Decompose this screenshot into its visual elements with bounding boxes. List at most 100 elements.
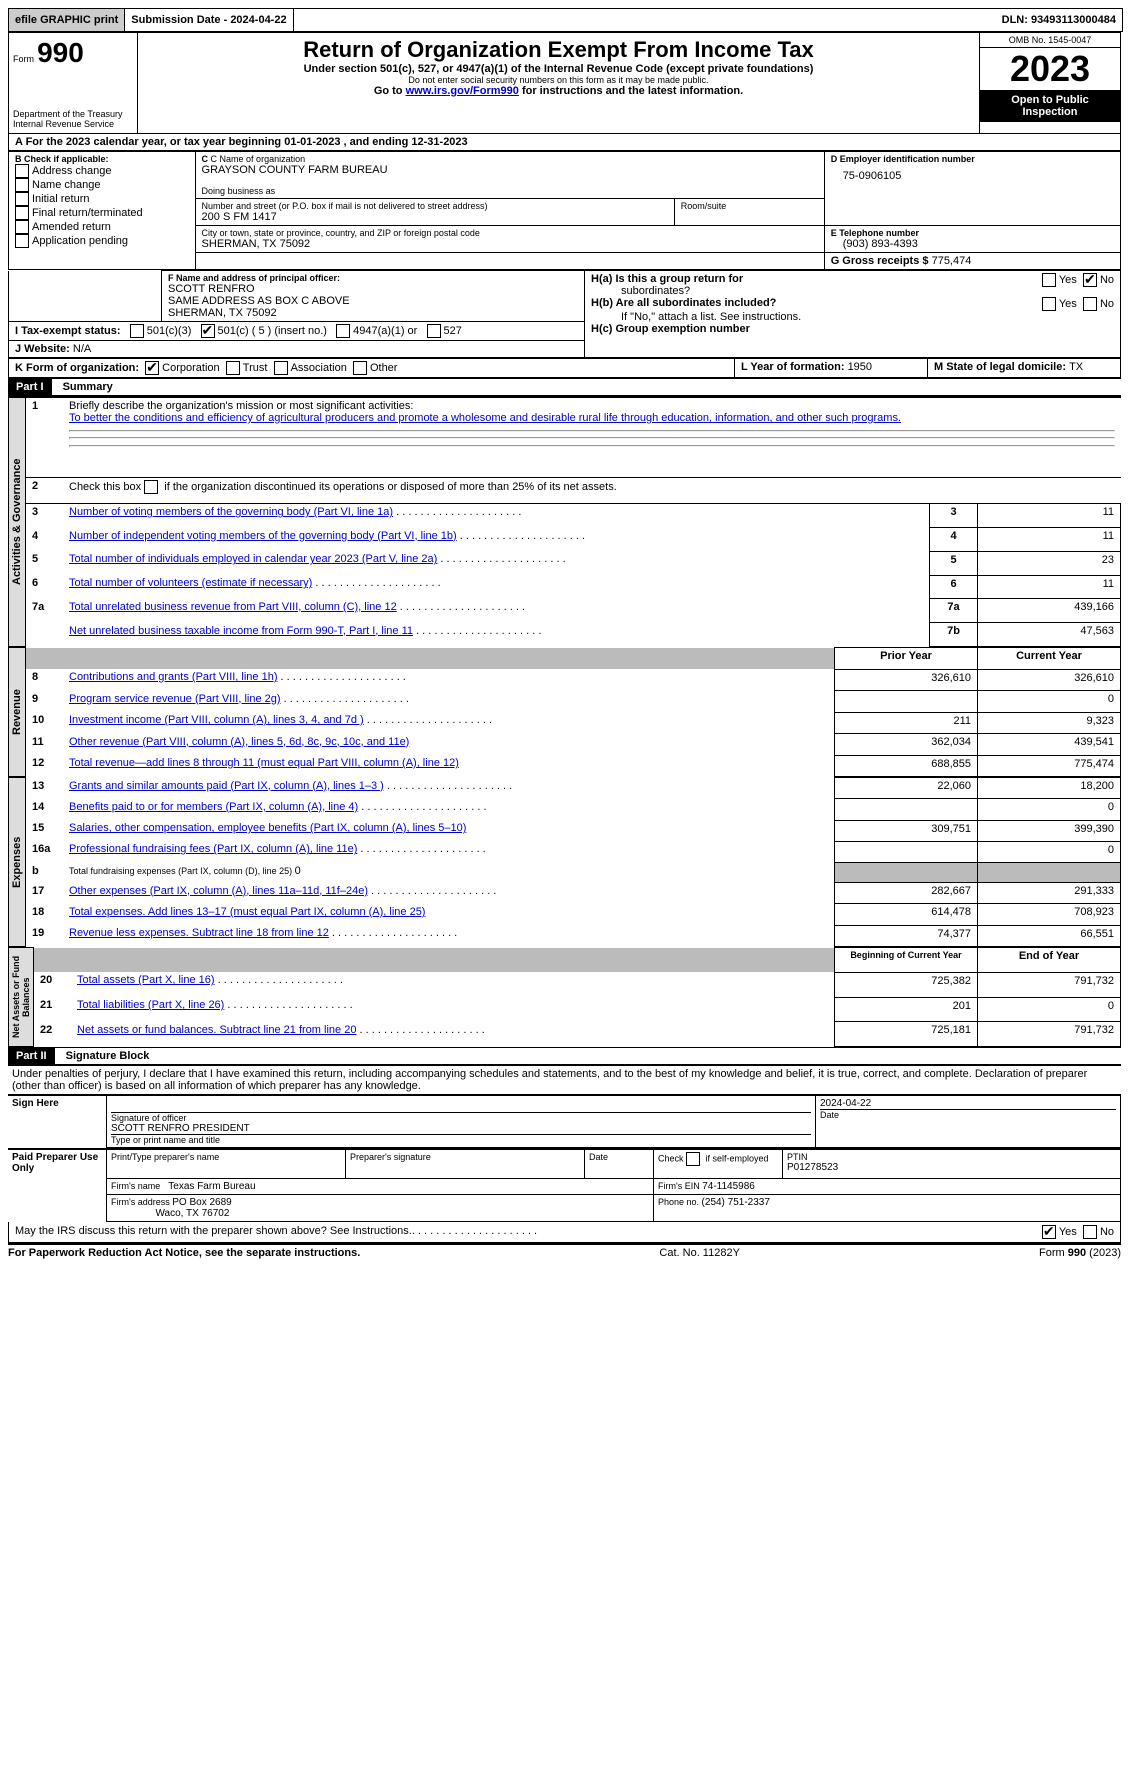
paid-preparer-label: Paid Preparer Use Only [8,1149,107,1222]
vtab-netassets: Net Assets or Fund Balances [8,947,34,1047]
city-value: SHERMAN, TX 75092 [202,238,818,250]
ptin-value: P01278523 [787,1162,1116,1173]
l16b-label: Total fundraising expenses (Part IX, col… [69,866,295,876]
dept-treasury: Department of the Treasury [13,109,133,119]
l7a-label[interactable]: Total unrelated business revenue from Pa… [69,601,397,613]
l3-val: 11 [978,504,1121,528]
box-i-label: I Tax-exempt status: [15,325,121,337]
lbl-amended-return: Amended return [32,221,111,233]
self-employed-label: Check if self-employed [658,1152,778,1166]
part-i-header: Part I Summary [8,378,1121,397]
state-domicile: TX [1069,361,1083,373]
lbl-corp: Corporation [162,362,219,374]
l7b-val: 47,563 [978,623,1121,647]
l8-label[interactable]: Contributions and grants (Part VIII, lin… [69,671,278,683]
chk-l2[interactable] [144,480,158,494]
chk-address-change[interactable] [15,164,29,178]
l5-label[interactable]: Total number of individuals employed in … [69,553,437,565]
l4-val: 11 [978,528,1121,552]
chk-amended-return[interactable] [15,220,29,234]
part-ii-badge: Part II [8,1048,55,1064]
entity-info-block: B Check if applicable: Address change Na… [8,151,1121,270]
firm-phone: (254) 751-2337 [702,1197,770,1208]
l17-label[interactable]: Other expenses (Part IX, column (A), lin… [69,885,368,897]
l5-val: 23 [978,551,1121,575]
tax-year: 2023 [980,48,1120,90]
street-label: Number and street (or P.O. box if mail i… [202,201,668,211]
l19-label[interactable]: Revenue less expenses. Subtract line 18 … [69,927,329,939]
box-m-label: M State of legal domicile: [934,361,1069,373]
l16a-label[interactable]: Professional fundraising fees (Part IX, … [69,843,357,855]
l10-curr: 9,323 [978,712,1121,734]
l15-label[interactable]: Salaries, other compensation, employee b… [69,822,466,834]
chk-application-pending[interactable] [15,234,29,248]
sign-here-label: Sign Here [8,1095,107,1148]
l4-label[interactable]: Number of independent voting members of … [69,530,457,542]
room-label: Room/suite [681,201,818,211]
chk-trust[interactable] [226,361,240,375]
gross-receipts-value: 775,474 [932,255,972,267]
firm-addr1: PO Box 2689 [172,1197,231,1208]
lbl-may-no: No [1100,1226,1114,1238]
chk-self-employed[interactable] [686,1152,700,1166]
lbl-yes2: Yes [1059,298,1077,310]
l9-label[interactable]: Program service revenue (Part VIII, line… [69,693,281,705]
l22-label[interactable]: Net assets or fund balances. Subtract li… [77,1024,356,1036]
chk-527[interactable] [427,324,441,338]
l6-label[interactable]: Total number of volunteers (estimate if … [69,577,312,589]
l16a-prior [835,841,978,862]
chk-other[interactable] [353,361,367,375]
irs-link[interactable]: www.irs.gov/Form990 [406,85,519,97]
lbl-no2: No [1100,298,1114,310]
l13-label[interactable]: Grants and similar amounts paid (Part IX… [69,780,384,792]
ssn-warning: Do not enter social security numbers on … [142,75,975,85]
dln: DLN: 93493113000484 [996,9,1122,31]
lbl-assoc: Association [291,362,347,374]
beg-year-hdr: Beginning of Current Year [835,948,978,973]
l14-prior [835,799,978,820]
efile-print-button[interactable]: efile GRAPHIC print [9,9,125,31]
ein-label: D Employer identification number [831,154,1114,164]
chk-may-irs-no[interactable] [1083,1225,1097,1239]
chk-ha-yes[interactable] [1042,273,1056,287]
l14-label[interactable]: Benefits paid to or for members (Part IX… [69,801,358,813]
l13-prior: 22,060 [835,778,978,799]
lbl-initial-return: Initial return [32,193,89,205]
curr-year-hdr: Current Year [978,648,1121,670]
officer-addr1: SAME ADDRESS AS BOX C ABOVE [168,295,578,307]
l18-label[interactable]: Total expenses. Add lines 13–17 (must eq… [69,906,425,918]
l20-label[interactable]: Total assets (Part X, line 16) [77,974,215,986]
chk-hb-no[interactable] [1083,297,1097,311]
lbl-yes: Yes [1059,274,1077,286]
chk-assoc[interactable] [274,361,288,375]
l3-label[interactable]: Number of voting members of the governin… [69,506,393,518]
goto-post: for instructions and the latest informat… [519,85,743,97]
l12-label[interactable]: Total revenue—add lines 8 through 11 (mu… [69,757,459,769]
chk-name-change[interactable] [15,178,29,192]
firm-phone-label: Phone no. [658,1197,702,1207]
l19-prior: 74,377 [835,925,978,946]
l12-prior: 688,855 [835,755,978,777]
officer-sig-name: SCOTT RENFRO PRESIDENT [111,1123,811,1134]
l17-prior: 282,667 [835,883,978,904]
chk-corp[interactable] [145,361,159,375]
chk-501c[interactable] [201,324,215,338]
phone-label: E Telephone number [831,228,1114,238]
chk-4947[interactable] [336,324,350,338]
tax-year-begin: 01-01-2023 [284,136,340,148]
mission-text[interactable]: To better the conditions and efficiency … [69,412,901,424]
type-name-label: Type or print name and title [111,1134,811,1145]
chk-hb-yes[interactable] [1042,297,1056,311]
chk-501c3[interactable] [130,324,144,338]
l7b-label[interactable]: Net unrelated business taxable income fr… [69,625,413,637]
l6-val: 11 [978,575,1121,599]
chk-may-irs-yes[interactable] [1042,1225,1056,1239]
l21-label[interactable]: Total liabilities (Part X, line 26) [77,999,224,1011]
l8-prior: 326,610 [835,669,978,691]
chk-final-return[interactable] [15,206,29,220]
l11-label[interactable]: Other revenue (Part VIII, column (A), li… [69,736,409,748]
chk-initial-return[interactable] [15,192,29,206]
box-l-label: L Year of formation: [741,361,848,373]
chk-ha-no[interactable] [1083,273,1097,287]
l10-label[interactable]: Investment income (Part VIII, column (A)… [69,714,364,726]
